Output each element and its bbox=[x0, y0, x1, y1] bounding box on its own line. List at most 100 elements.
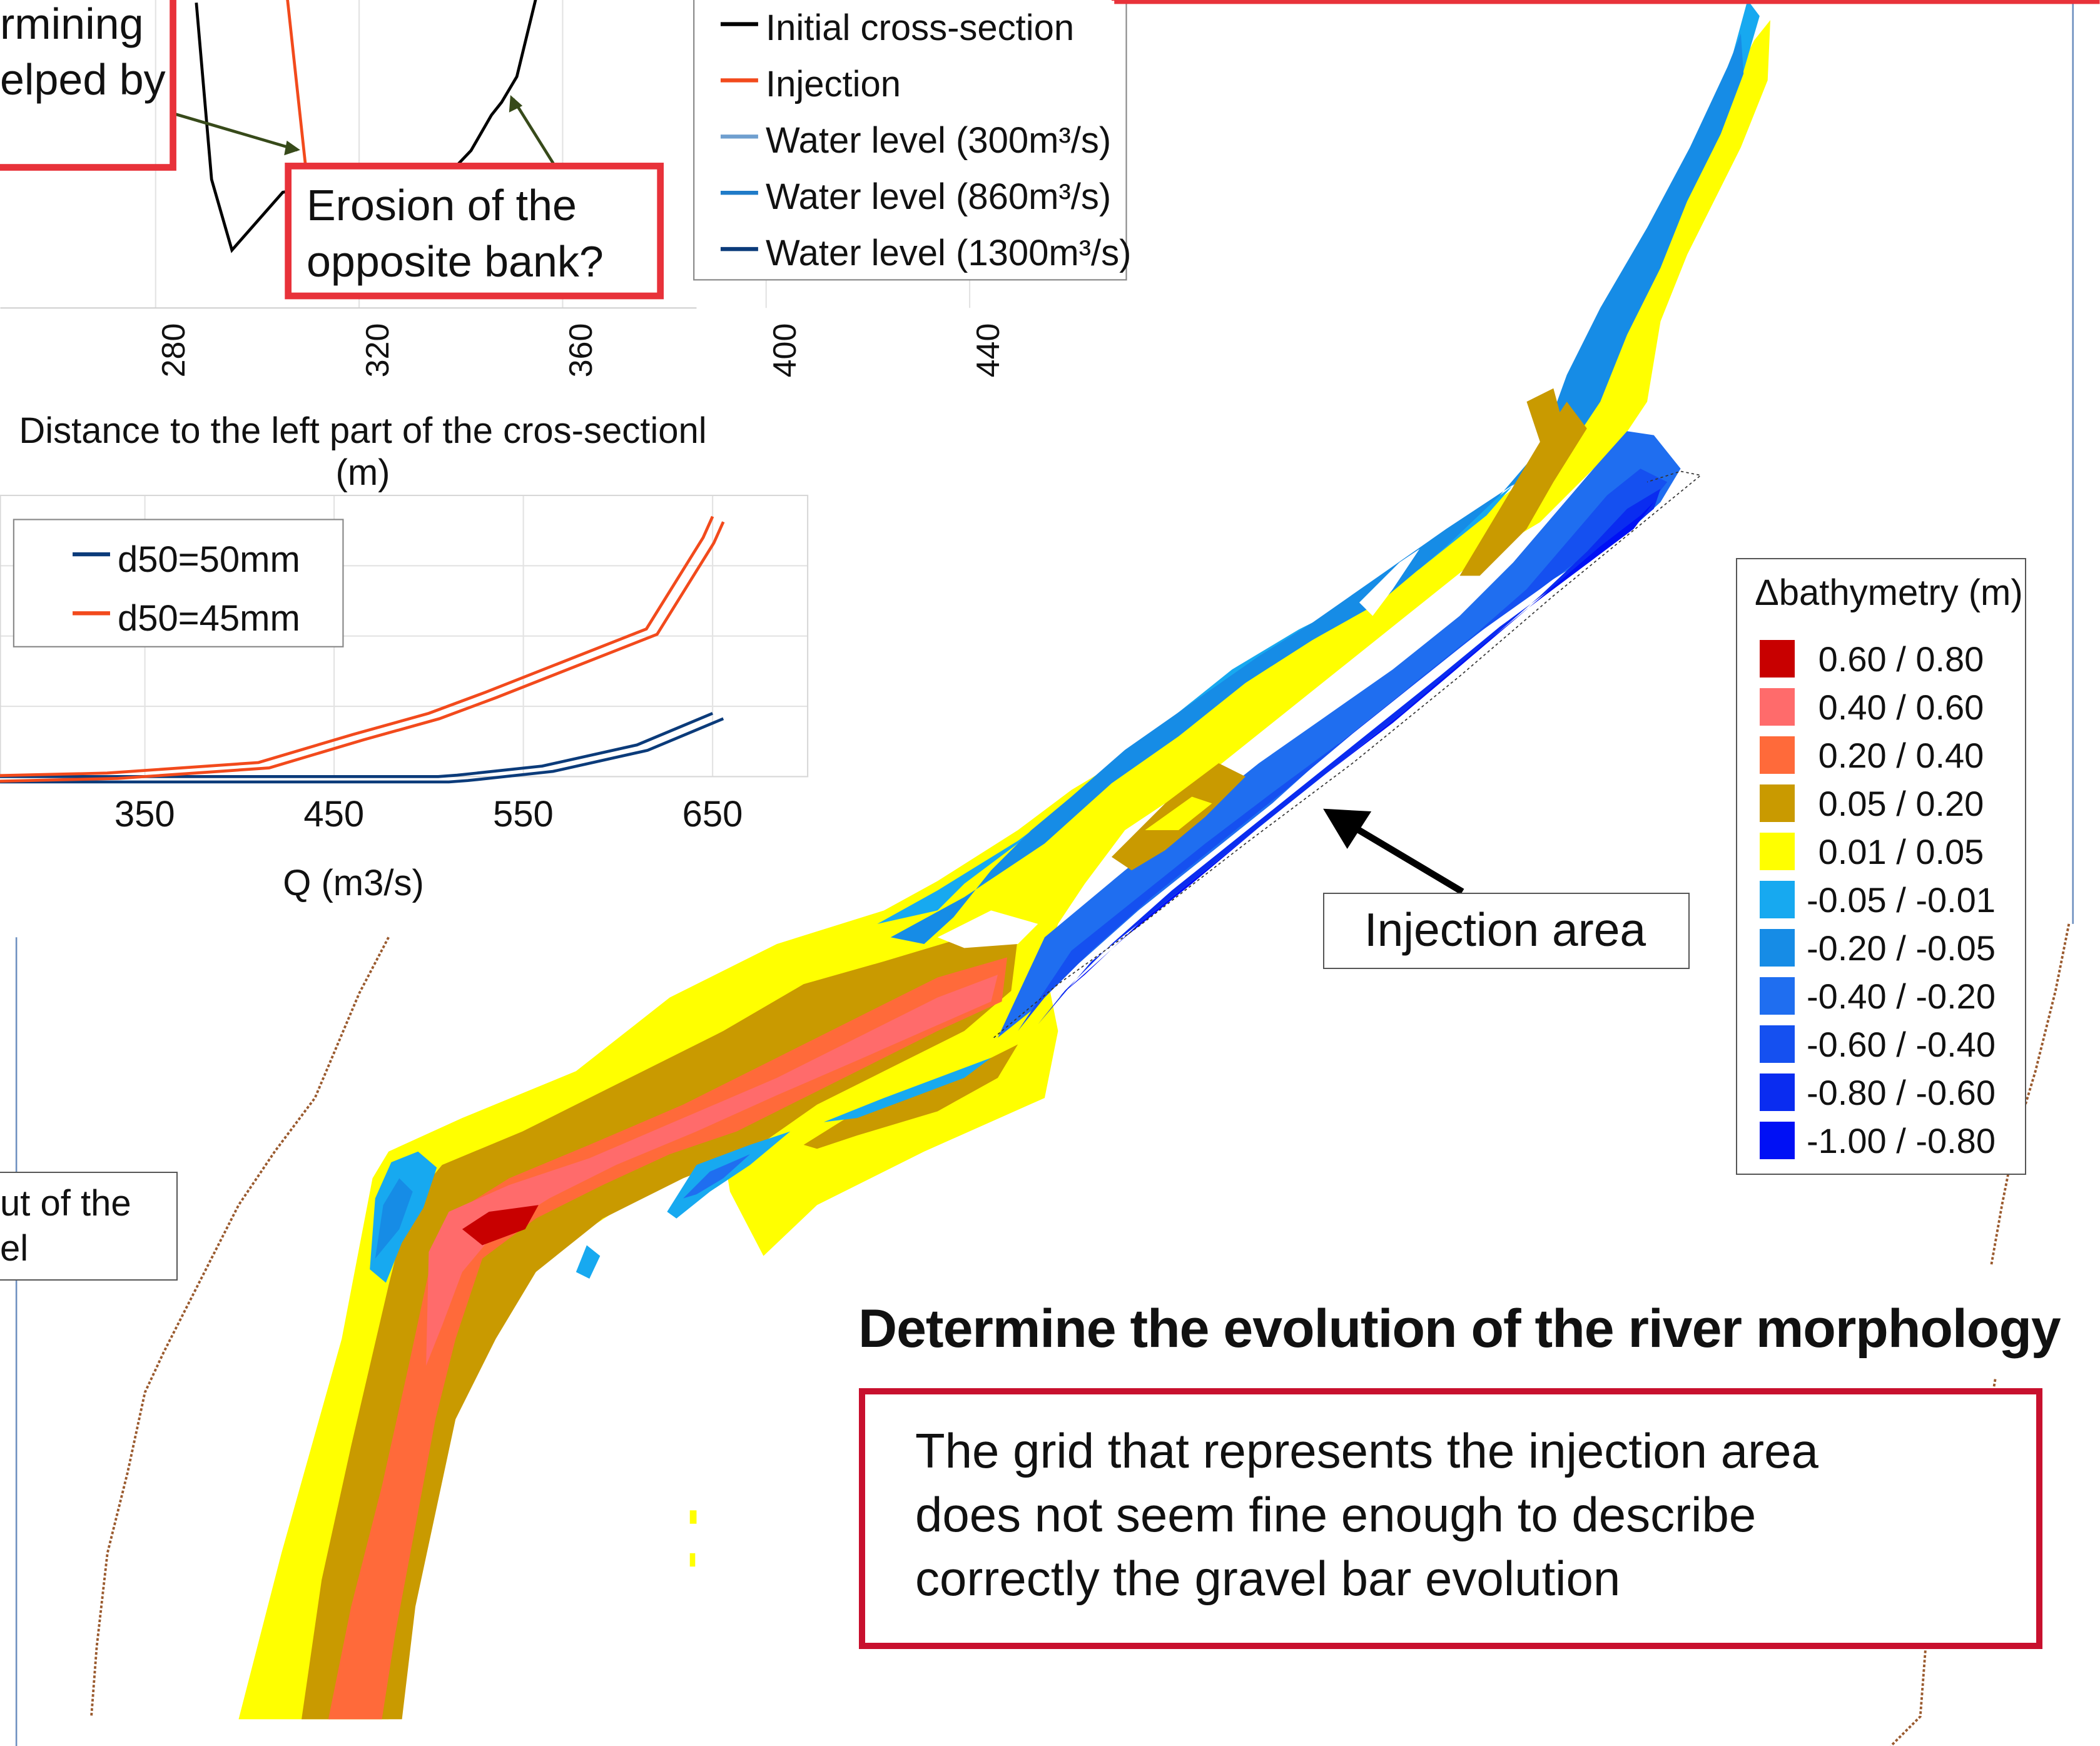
bathymetry-swatch bbox=[1760, 1122, 1795, 1159]
legend-item-injection: Injection bbox=[766, 64, 901, 104]
bathymetry-legend-label: -0.80 / -0.60 bbox=[1807, 1072, 1996, 1112]
injection-area-outline bbox=[993, 470, 1702, 1038]
annotation-left-line: elped by bbox=[0, 55, 166, 104]
bathymetry-swatch bbox=[1760, 640, 1795, 678]
bathymetry-legend-label: 0.20 / 0.40 bbox=[1818, 735, 1984, 775]
bathymetry-swatch bbox=[1760, 688, 1795, 726]
annotation-arrowhead-erosion bbox=[509, 94, 523, 113]
gap-lower bbox=[937, 910, 1038, 948]
rating-series bbox=[0, 515, 725, 784]
bathymetry-legend-label: -0.05 / -0.01 bbox=[1807, 880, 1996, 920]
cross-section-legend-swatches bbox=[720, 22, 758, 251]
annotation-arrow-erosion bbox=[512, 98, 555, 165]
bathymetry-legend-row: 0.40 / 0.60 bbox=[1760, 687, 2007, 727]
bathymetry-legend: Δbathymetry (m) 0.60 / 0.80 0.40 / 0.60 0.… bbox=[1736, 558, 2026, 1175]
series-line-injection bbox=[286, 0, 307, 166]
rating-x-tick: 450 bbox=[303, 794, 365, 835]
zone-neg-patch-c-core bbox=[683, 1154, 751, 1199]
bathymetry-legend-row: -0.05 / -0.01 bbox=[1760, 880, 2007, 920]
bathymetry-legend-row: -0.60 / -0.40 bbox=[1760, 1024, 2007, 1064]
bathymetry-legend-row: 0.60 / 0.80 bbox=[1760, 639, 2007, 679]
bathymetry-legend-row: -1.00 / -0.80 bbox=[1760, 1121, 2007, 1160]
bathymetry-legend-label: -0.20 / -0.05 bbox=[1807, 928, 1996, 968]
cross-section-x-label: Distance to the left part of the cros-se… bbox=[19, 410, 707, 493]
zone-0.05-0.20-upper bbox=[1459, 402, 1587, 576]
zone-neg-0.40-neg-0.20 bbox=[998, 431, 1681, 1038]
left-box-line: ut of the bbox=[0, 1183, 131, 1224]
legend-item-initial: Initial cross-section bbox=[766, 8, 1075, 48]
zone-neg-patch-a-core bbox=[375, 1178, 413, 1259]
rating-x-label: Q (m3/s) bbox=[283, 863, 424, 903]
bathymetry-legend-label: 0.05 / 0.20 bbox=[1818, 783, 1984, 823]
legend-item-water-1300: Water level (1300m³/s) bbox=[766, 233, 1132, 273]
annotation-arrowhead-left bbox=[284, 140, 300, 156]
comment-line: does not seem fine enough to describe bbox=[915, 1487, 1757, 1542]
annotation-left-text: rmining elped by bbox=[0, 0, 166, 108]
cross-section-legend: Initial cross-section Injection Water le… bbox=[766, 0, 1131, 282]
bathymetry-legend-label: 0.40 / 0.60 bbox=[1818, 687, 1984, 727]
annotation-erosion-text: Erosion of the opposite bank? bbox=[307, 177, 604, 290]
speck-b bbox=[689, 1553, 696, 1567]
bathymetry-legend-label: -0.40 / -0.20 bbox=[1807, 976, 1996, 1016]
bathymetry-legend-row: -0.80 / -0.60 bbox=[1760, 1073, 2007, 1112]
speck-a bbox=[689, 1510, 697, 1524]
bathymetry-swatch bbox=[1760, 1025, 1795, 1063]
section-heading: Determine the evolution of the river mor… bbox=[858, 1299, 2061, 1359]
zone-neg-patch-d bbox=[823, 1057, 992, 1122]
series-line-d50-45 bbox=[0, 521, 725, 783]
zone-neg-patch-c bbox=[667, 1131, 791, 1219]
bathymetry-legend-row: -0.40 / -0.20 bbox=[1760, 976, 2007, 1016]
left-text-box-content: ut of the el bbox=[0, 1181, 131, 1271]
cross-section-legend-box bbox=[693, 0, 1127, 281]
legend-item-water-300: Water level (300m³/s) bbox=[766, 120, 1112, 161]
rating-legend-box bbox=[13, 519, 344, 647]
left-text-box bbox=[0, 1172, 178, 1281]
bank-line-left bbox=[90, 936, 390, 1717]
comment-box bbox=[859, 1388, 2042, 1649]
bathymetry-legend-label: 0.01 / 0.05 bbox=[1818, 831, 1984, 871]
rating-x-tick: 650 bbox=[682, 794, 743, 835]
bathymetry-legend-row: 0.05 / 0.20 bbox=[1760, 784, 2007, 823]
comment-text: The grid that represents the injection a… bbox=[915, 1419, 1818, 1610]
zone-0.40-0.60 bbox=[426, 975, 998, 1366]
annotation-left-line: rmining bbox=[0, 0, 144, 48]
rating-x-tick: 550 bbox=[493, 794, 554, 835]
annotation-box-left bbox=[0, 0, 176, 171]
bathymetry-legend-row: 0.20 / 0.40 bbox=[1760, 735, 2007, 775]
bathymetry-swatch bbox=[1760, 833, 1795, 870]
series-line-d50-50 bbox=[0, 712, 714, 778]
bathymetry-legend-row: 0.01 / 0.05 bbox=[1760, 832, 2007, 871]
bathymetry-legend-label: -0.60 / -0.40 bbox=[1807, 1024, 1996, 1064]
annotation-erosion-line: Erosion of the bbox=[307, 181, 577, 230]
gap-upper bbox=[1359, 549, 1420, 616]
bathymetry-legend-label: 0.60 / 0.80 bbox=[1818, 639, 1984, 679]
left-box-line: el bbox=[0, 1228, 29, 1269]
annotation-box-erosion bbox=[285, 163, 664, 300]
zone-neg-0.60-neg-0.40 bbox=[1018, 469, 1668, 1032]
zone-neg-patch-b bbox=[576, 1245, 601, 1279]
zone-0.05-0.20-upper-b bbox=[1526, 388, 1565, 442]
zone-0.01-0.05-mid bbox=[1145, 796, 1212, 831]
bathymetry-swatch bbox=[1760, 881, 1795, 918]
injection-arrow-shaft bbox=[1348, 821, 1464, 895]
comment-line: correctly the gravel bar evolution bbox=[915, 1551, 1621, 1606]
annotation-arrow-left bbox=[174, 112, 298, 151]
series-line-d50-45 bbox=[0, 515, 714, 778]
annotation-erosion-line: opposite bank? bbox=[307, 237, 604, 286]
injection-label-box bbox=[1323, 893, 1690, 969]
legend-item-water-860: Water level (860m³/s) bbox=[766, 176, 1112, 217]
bathymetry-swatch bbox=[1760, 784, 1795, 822]
rating-legend-item-d50-45: d50=45mm bbox=[118, 598, 300, 639]
injection-label: Injection area bbox=[1364, 903, 1646, 956]
injection-arrowhead bbox=[1323, 808, 1372, 849]
bathymetry-swatch bbox=[1760, 736, 1795, 774]
bathymetry-swatch bbox=[1760, 1073, 1795, 1111]
rating-legend: d50=50mm d50=45mm bbox=[118, 530, 300, 648]
bank-line-right bbox=[1990, 923, 2071, 1266]
rating-legend-item-d50-50: d50=50mm bbox=[118, 539, 300, 580]
